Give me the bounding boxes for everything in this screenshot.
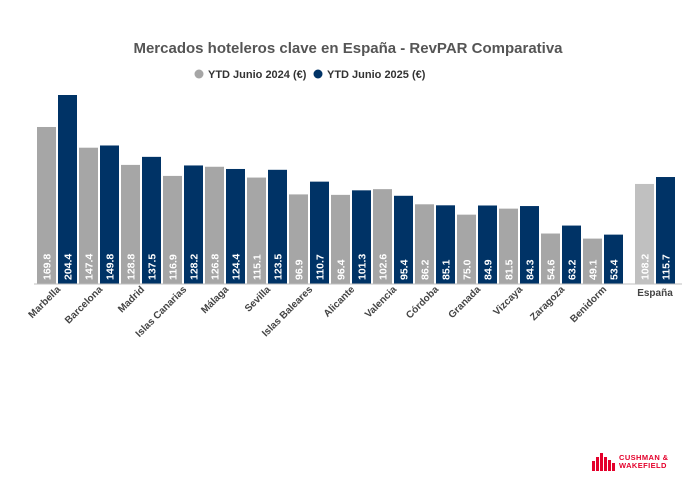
value-label: 115.1 — [252, 254, 264, 280]
value-label: 149.8 — [105, 254, 117, 280]
value-label: 147.4 — [84, 254, 96, 280]
bar-benidorm-1 — [583, 238, 602, 284]
bar-málaga-2 — [226, 168, 245, 284]
value-label: 116.9 — [168, 254, 180, 280]
bar-marbella-1 — [37, 126, 56, 284]
value-label: 101.3 — [357, 254, 369, 280]
bar-islas-baleares-2 — [310, 181, 329, 284]
value-label: 169.8 — [42, 254, 54, 280]
bar-alicante-1 — [331, 194, 350, 284]
bar-benidorm-2 — [604, 234, 623, 284]
bar-valencia-2 — [394, 195, 413, 284]
value-label: 95.4 — [399, 259, 411, 280]
value-label: 123.5 — [273, 254, 285, 280]
value-label: 137.5 — [147, 254, 159, 280]
logo-line1: CUSHMAN & — [619, 452, 669, 462]
value-label: 96.4 — [336, 259, 348, 280]
bar-granada-1 — [457, 214, 476, 284]
bar-sevilla-1 — [247, 177, 266, 284]
x-tick-label: Alicante — [322, 284, 358, 320]
value-label: 53.4 — [609, 259, 621, 280]
legend-label-2: YTD Junio 2025 (€) — [327, 69, 426, 81]
bar-granada-2 — [478, 205, 497, 284]
legend: YTD Junio 2024 (€) YTD Junio 2025 (€) — [194, 69, 426, 81]
value-label: 84.9 — [483, 259, 495, 280]
bar-barcelona-1 — [79, 147, 98, 284]
value-label: 96.9 — [294, 259, 306, 280]
bar-marbella-2 — [58, 95, 77, 284]
value-label: 86.2 — [420, 259, 432, 280]
legend-marker-1 — [194, 69, 204, 79]
x-tick-label: Málaga — [199, 284, 231, 316]
bar-zaragoza-2 — [562, 225, 581, 284]
value-label: 110.7 — [315, 254, 327, 280]
legend-label-1: YTD Junio 2024 (€) — [208, 69, 307, 81]
value-label: 102.6 — [378, 254, 390, 280]
x-tick-label: Zaragoza — [528, 284, 567, 323]
bar-vizcaya-1 — [499, 208, 518, 284]
x-tick-label: Sevilla — [243, 284, 273, 314]
bar-españa-2 — [656, 177, 675, 284]
x-tick-label: Vizcaya — [492, 284, 526, 318]
value-label: 124.4 — [231, 254, 243, 280]
bar-valencia-1 — [373, 189, 392, 284]
x-tick-label: Valencia — [363, 284, 399, 320]
value-label: 81.5 — [504, 259, 516, 280]
bar-madrid-2 — [142, 156, 161, 284]
x-tick-label: Marbella — [27, 284, 64, 321]
x-tick-label: Granada — [447, 284, 484, 321]
legend-marker-2 — [313, 69, 323, 79]
value-label: 85.1 — [441, 259, 453, 280]
bar-málaga-1 — [205, 166, 224, 284]
bar-islas-baleares-1 — [289, 194, 308, 284]
bar-islas-canarias-2 — [184, 165, 203, 284]
value-label: 126.8 — [210, 254, 222, 280]
x-tick-label: Córdoba — [404, 284, 441, 321]
bar-vizcaya-2 — [520, 206, 539, 284]
value-label: 128.2 — [189, 254, 201, 280]
bar-islas-canarias-1 — [163, 175, 182, 284]
value-label: 49.1 — [588, 259, 600, 280]
value-label: 84.3 — [525, 259, 537, 280]
bar-españa-1 — [635, 183, 654, 284]
logo-line2: WAKEFIELD — [619, 461, 667, 470]
bars-group: 169.8 204.4 147.4 149.8 128.8 137.5 116.9 128.2… — [37, 95, 675, 284]
x-tick-label: Barcelona — [63, 284, 105, 326]
x-tick-label: España — [637, 288, 673, 299]
value-label: 75.0 — [462, 259, 474, 280]
x-tick-label: Madrid — [116, 284, 147, 315]
bar-madrid-1 — [121, 164, 140, 284]
cushman-wakefield-bars-icon — [592, 453, 616, 471]
bar-sevilla-2 — [268, 169, 287, 284]
value-label: 128.8 — [126, 254, 138, 280]
value-label: 204.4 — [63, 254, 75, 280]
value-label: 115.7 — [661, 254, 673, 280]
chart-title: Mercados hoteleros clave en España - Rev… — [133, 40, 563, 57]
bar-alicante-2 — [352, 190, 371, 284]
value-label: 63.2 — [567, 259, 579, 280]
bar-zaragoza-1 — [541, 233, 560, 284]
value-label: 108.2 — [640, 254, 652, 280]
bar-barcelona-2 — [100, 145, 119, 284]
value-label: 54.6 — [546, 259, 558, 280]
bar-córdoba-1 — [415, 204, 434, 284]
cushman-wakefield-logo: CUSHMAN & WAKEFIELD — [592, 453, 668, 471]
bar-córdoba-2 — [436, 205, 455, 284]
x-tick-label: Benidorm — [568, 284, 609, 325]
